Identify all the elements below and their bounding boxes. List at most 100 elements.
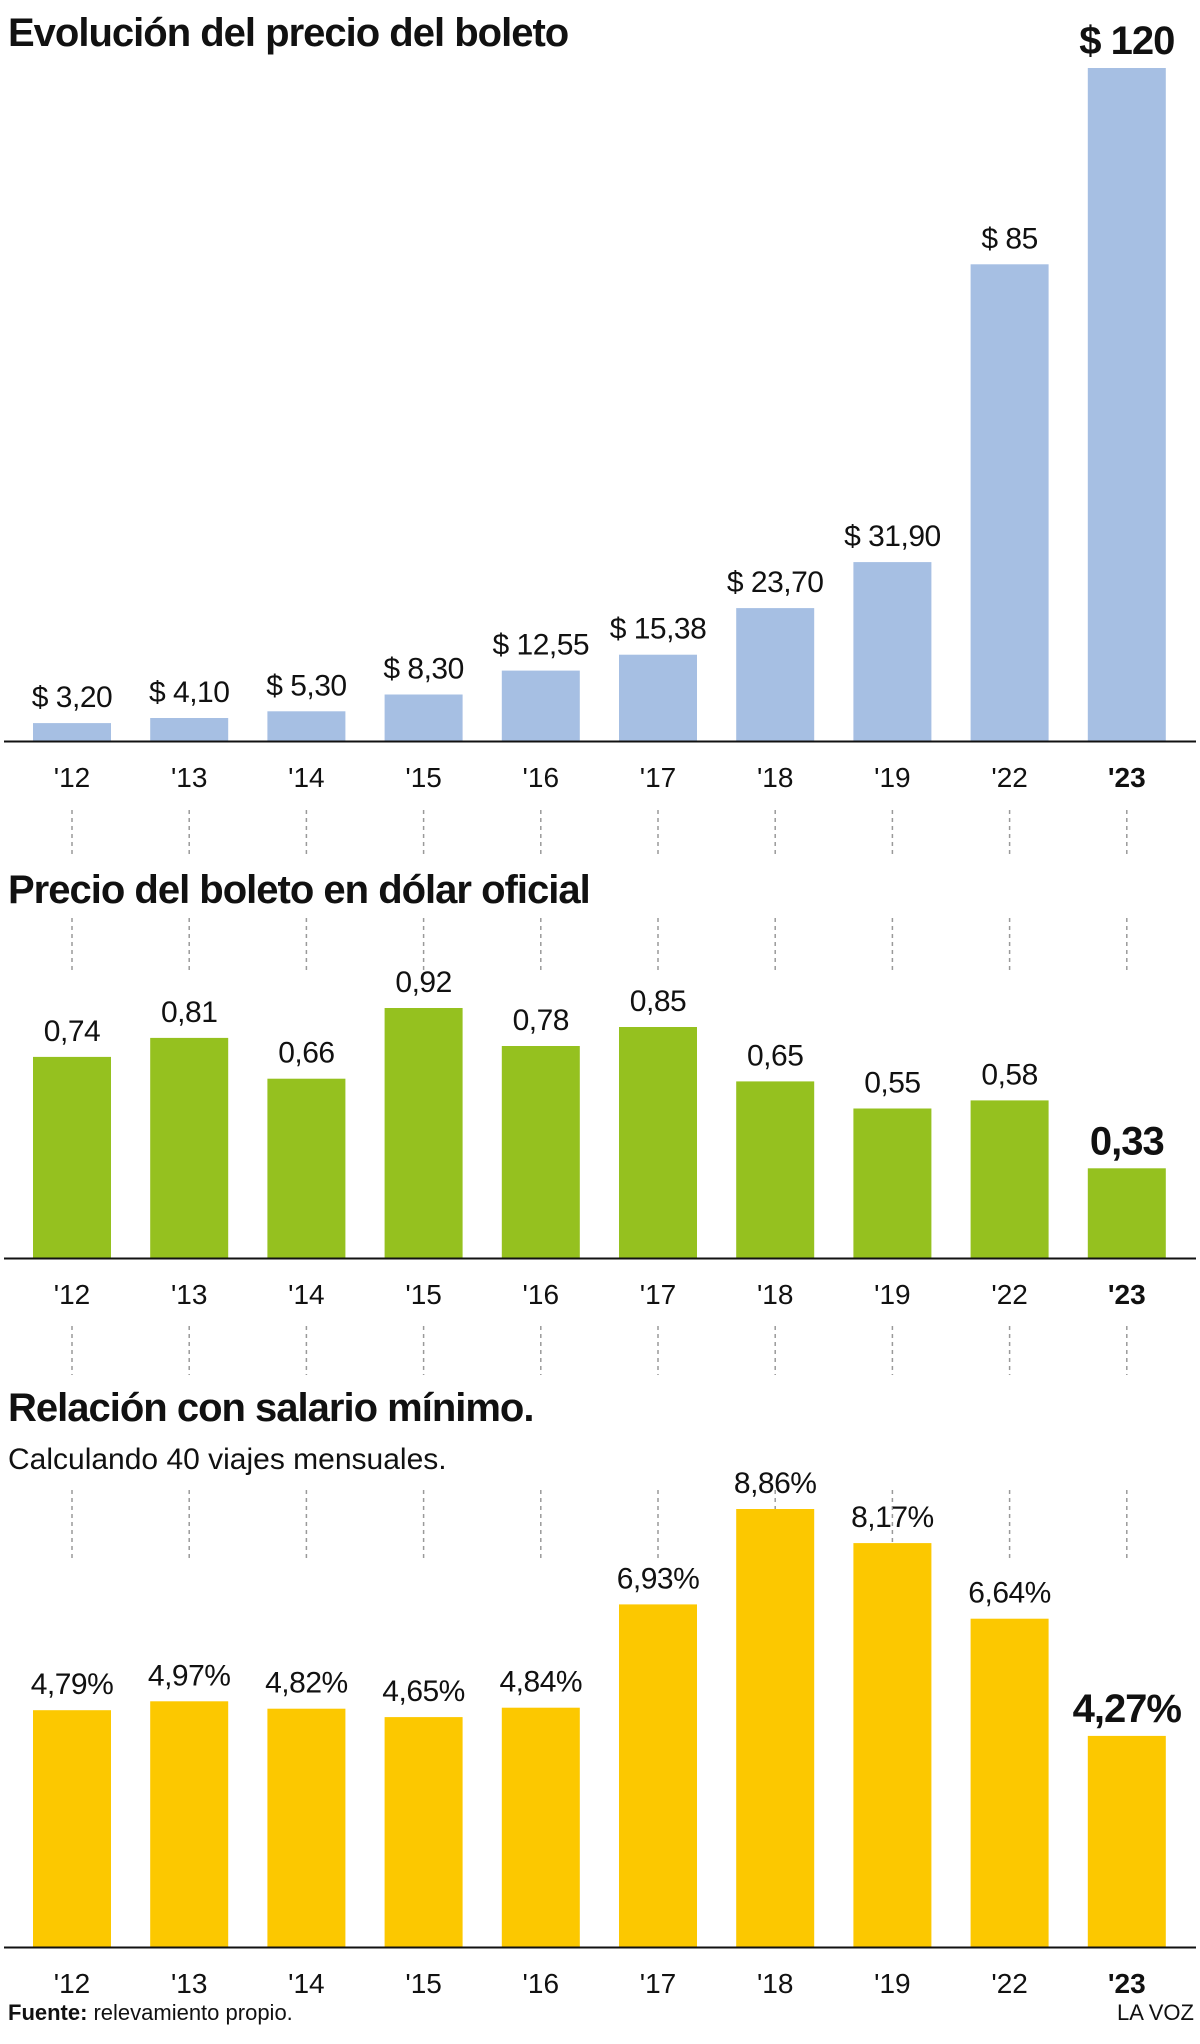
data-label: 0,66 (278, 1037, 334, 1070)
bar-14 (267, 1078, 346, 1258)
data-label: 8,17% (851, 1501, 934, 1534)
source-text: relevamiento propio. (93, 2000, 292, 2025)
x-tick-label: '15 (405, 1279, 442, 1310)
x-tick-label: '12 (54, 1968, 91, 1999)
bar-15 (384, 694, 463, 741)
data-label: 0,85 (630, 985, 686, 1018)
data-label: 0,74 (44, 1015, 100, 1048)
data-label: 0,92 (395, 966, 451, 999)
bar-22 (970, 1100, 1049, 1258)
data-label: $ 12,55 (493, 629, 590, 662)
data-label: 0,81 (161, 996, 217, 1029)
bar-23 (1087, 68, 1166, 741)
data-label: 0,78 (513, 1004, 569, 1037)
chart-ticket-price: Evolución del precio del boleto $ 3,20 '1… (4, 11, 1196, 793)
source-note: Fuente: relevamiento propio. (8, 2000, 293, 2025)
x-tick-label: '22 (991, 1279, 1028, 1310)
x-tick-label: '17 (640, 762, 677, 793)
dotted-guides (71, 810, 1128, 1560)
footer: Fuente: relevamiento propio. LA VOZ (8, 2000, 1194, 2025)
x-tick-label: '16 (523, 1968, 560, 1999)
data-label: 0,65 (747, 1039, 803, 1072)
x-tick-label: '13 (171, 1968, 208, 1999)
data-label: 4,79% (31, 1668, 114, 1701)
x-tick-label: '23 (1108, 762, 1146, 793)
bar-17 (619, 1604, 697, 1947)
x-tick-label: '12 (54, 1279, 91, 1310)
bar-14 (267, 711, 346, 741)
source-label: Fuente: (8, 2000, 87, 2025)
x-tick-label: '16 (523, 1279, 560, 1310)
data-label: $ 120 (1079, 19, 1174, 63)
data-label: 8,86% (734, 1467, 817, 1500)
data-label: 0,55 (864, 1067, 920, 1100)
brand-logo: LA VOZ (1117, 2000, 1194, 2025)
x-tick-label: '15 (405, 762, 442, 793)
bar-18 (736, 608, 815, 741)
data-label: 0,58 (981, 1058, 1037, 1091)
bar-15 (384, 1717, 463, 1947)
x-tick-label: '13 (171, 1279, 208, 1310)
bar-22 (970, 1618, 1049, 1947)
bar-13 (150, 1037, 229, 1258)
bar-15 (384, 1008, 463, 1258)
data-label: 4,27% (1073, 1687, 1182, 1731)
bar-16 (501, 670, 580, 741)
data-label: $ 5,30 (266, 669, 346, 702)
x-tick-label: '18 (757, 1968, 794, 1999)
data-label: $ 23,70 (727, 566, 824, 599)
chart-subtitle: Calculando 40 viajes mensuales. (8, 1443, 447, 1476)
data-label: 4,65% (382, 1675, 465, 1708)
x-tick-label: '19 (874, 762, 911, 793)
bar-19 (853, 1108, 932, 1258)
x-tick-label: '19 (874, 1968, 911, 1999)
chart-title: Relación con salario mínimo. (8, 1386, 533, 1430)
chart-title: Precio del boleto en dólar oficial (8, 868, 590, 912)
data-label: 4,84% (500, 1666, 583, 1699)
data-label: 6,93% (617, 1562, 700, 1595)
data-label: $ 8,30 (383, 653, 463, 686)
bar-13 (150, 718, 229, 741)
bar-13 (150, 1701, 229, 1947)
bar-17 (619, 1027, 697, 1258)
bar-14 (267, 1708, 346, 1947)
x-tick-label: '18 (757, 762, 794, 793)
x-tick-label: '23 (1108, 1968, 1146, 1999)
x-tick-label: '15 (405, 1968, 442, 1999)
bar-12 (33, 1710, 111, 1947)
bar-18 (736, 1509, 815, 1947)
x-tick-label: '13 (171, 762, 208, 793)
x-tick-label: '17 (640, 1279, 677, 1310)
data-label: $ 4,10 (149, 676, 229, 709)
data-label: 4,97% (148, 1659, 231, 1692)
data-label: 4,82% (265, 1667, 348, 1700)
chart-minimum-wage-ratio: Relación con salario mínimo. Calculando … (4, 1386, 1196, 1999)
x-tick-label: '18 (757, 1279, 794, 1310)
bar-19 (853, 562, 932, 741)
x-tick-label: '14 (288, 762, 325, 793)
bar-12 (33, 723, 111, 741)
x-tick-label: '17 (640, 1968, 677, 1999)
bar-23 (1087, 1735, 1166, 1947)
bar-12 (33, 1056, 111, 1258)
bar-23 (1087, 1168, 1166, 1258)
bar-16 (501, 1707, 580, 1947)
bar-17 (619, 654, 697, 741)
x-tick-label: '16 (523, 762, 560, 793)
data-label: 6,64% (968, 1577, 1051, 1610)
data-label: $ 31,90 (844, 520, 941, 553)
bar-19 (853, 1543, 932, 1947)
x-tick-label: '22 (991, 762, 1028, 793)
data-label: $ 15,38 (610, 613, 707, 646)
data-label: 0,33 (1090, 1119, 1164, 1163)
x-tick-label: '14 (288, 1968, 325, 1999)
x-tick-label: '23 (1108, 1279, 1146, 1310)
x-tick-label: '12 (54, 762, 91, 793)
x-tick-label: '19 (874, 1279, 911, 1310)
chart-title: Evolución del precio del boleto (8, 11, 568, 55)
x-tick-label: '22 (991, 1968, 1028, 1999)
data-label: $ 3,20 (32, 681, 112, 714)
bar-22 (970, 264, 1049, 741)
